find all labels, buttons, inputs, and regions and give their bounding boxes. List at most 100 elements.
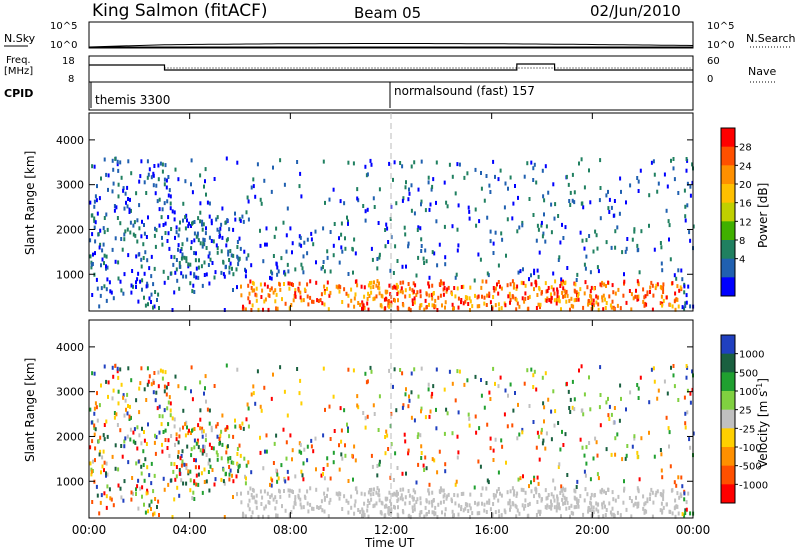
velocity-cell <box>537 434 540 439</box>
power-cell <box>619 176 622 181</box>
velocity-cell <box>559 447 562 452</box>
power-cell <box>444 255 447 260</box>
velocity-cell <box>457 512 460 517</box>
power-cell <box>161 235 163 240</box>
power-cell <box>302 298 305 303</box>
velocity-cell <box>155 435 158 440</box>
power-cell <box>123 232 126 237</box>
power-cell <box>603 282 606 287</box>
power-cell <box>302 270 305 275</box>
velocity-cell <box>435 426 438 431</box>
velocity-cell <box>614 436 617 441</box>
velocity-colorbar-title: Velocity [m s-1] <box>755 378 770 468</box>
velocity-cell <box>96 391 98 396</box>
velocity-cell <box>124 398 127 403</box>
power-cell <box>683 284 686 289</box>
power-cell <box>140 257 143 262</box>
power-cell <box>500 286 503 291</box>
velocity-cell <box>466 378 469 383</box>
power-cell <box>417 255 420 260</box>
velocity-cell <box>389 499 392 504</box>
velocity-cell <box>93 432 96 437</box>
velocity-cell <box>347 479 350 483</box>
power-cell <box>105 298 108 303</box>
velocity-cell <box>108 487 111 492</box>
power-cell <box>643 303 646 308</box>
velocity-cell <box>294 498 297 503</box>
power-cell <box>332 243 335 248</box>
power-cell <box>144 303 147 308</box>
power-cell <box>201 219 204 224</box>
velocity-cell <box>587 509 590 514</box>
power-cell <box>286 206 289 211</box>
power-cell <box>608 294 611 299</box>
velocity-cell <box>417 432 420 437</box>
velocity-cell <box>323 509 326 514</box>
power-cell <box>196 231 199 236</box>
velocity-cell <box>117 483 120 488</box>
power-cell <box>602 293 605 298</box>
power-cell <box>662 286 665 291</box>
power-cell <box>369 158 372 163</box>
velocity-cell <box>451 499 453 504</box>
power-cell <box>298 184 301 189</box>
power-cell <box>273 234 276 239</box>
power-cell <box>259 197 262 202</box>
freq-trace <box>89 63 693 71</box>
power-colorbar-tick: 28 <box>739 143 752 154</box>
power-cell <box>575 297 578 302</box>
velocity-cell <box>171 416 174 421</box>
power-cell <box>622 293 625 298</box>
velocity-cell <box>311 506 313 511</box>
power-cell <box>251 303 254 308</box>
velocity-cell <box>643 502 646 507</box>
power-cell <box>238 236 241 241</box>
power-cell <box>592 298 595 303</box>
velocity-cell <box>218 437 221 441</box>
velocity-cell <box>228 465 231 469</box>
power-cell <box>116 216 119 220</box>
velocity-cell <box>474 374 477 379</box>
velocity-cell <box>252 488 255 493</box>
velocity-cell <box>190 431 192 435</box>
velocity-cell <box>263 506 266 511</box>
velocity-cell <box>260 408 263 413</box>
power-cell <box>689 304 692 309</box>
power-cell <box>557 298 560 303</box>
velocity-cell <box>483 405 486 410</box>
velocity-cell <box>637 504 640 508</box>
power-cell <box>685 300 688 305</box>
power-cell <box>542 194 545 199</box>
velocity-cell <box>489 507 492 512</box>
power-cell <box>594 229 597 234</box>
power-cell <box>420 303 423 307</box>
velocity-cell <box>668 444 670 449</box>
velocity-cell <box>686 410 689 415</box>
power-cell <box>320 292 323 297</box>
velocity-cell <box>515 514 518 519</box>
power-cell <box>232 272 235 277</box>
velocity-cell <box>678 495 681 500</box>
velocity-cell <box>454 501 457 506</box>
power-cell <box>427 180 430 185</box>
velocity-cell <box>126 411 129 416</box>
velocity-cell <box>101 464 104 469</box>
velocity-ytick-label: 3000 <box>56 386 84 399</box>
velocity-cell <box>416 435 419 439</box>
velocity-cell <box>561 488 564 493</box>
velocity-cell <box>236 447 239 451</box>
power-cell <box>183 255 186 260</box>
power-cell <box>480 171 482 175</box>
velocity-cell <box>142 449 145 454</box>
velocity-cell <box>573 495 576 500</box>
velocity-cell <box>148 473 151 478</box>
velocity-cell <box>580 408 583 413</box>
velocity-cell <box>533 494 535 499</box>
power-cell <box>93 204 96 209</box>
velocity-cell <box>226 425 229 430</box>
power-cell <box>553 216 556 221</box>
velocity-cell <box>588 375 590 380</box>
power-cell <box>125 200 127 205</box>
velocity-cell <box>535 387 538 392</box>
power-cell <box>158 207 161 212</box>
